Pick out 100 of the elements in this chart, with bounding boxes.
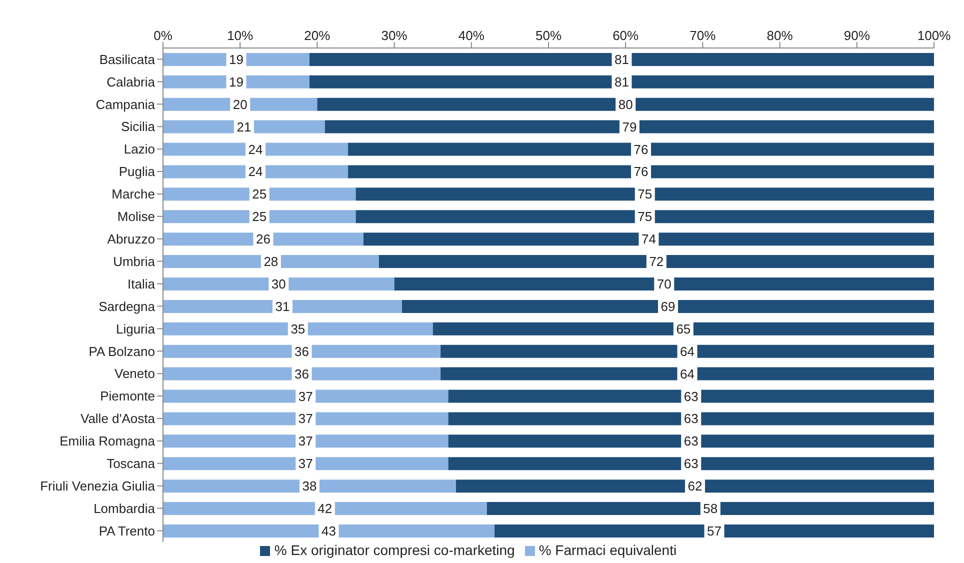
bar	[494, 524, 934, 538]
data-label: 63	[684, 411, 698, 426]
bar	[163, 300, 402, 313]
y-tick-label: PA Trento	[98, 523, 155, 538]
data-label: 31	[275, 298, 290, 314]
data-label: 26	[256, 232, 270, 247]
y-tick-label: Lazio	[124, 142, 155, 157]
data-label: 37	[298, 411, 313, 426]
y-tick-label: Veneto	[114, 366, 155, 382]
y-tick-label: Campania	[96, 96, 156, 112]
data-label: 38	[302, 478, 317, 494]
x-tick-label: 70%	[690, 28, 716, 43]
y-tick-label: Sardegna	[98, 298, 156, 314]
data-label: 24	[248, 142, 263, 157]
data-label: 28	[264, 254, 278, 270]
bar	[448, 390, 934, 403]
bar	[163, 412, 448, 426]
y-tick-label: Marche	[112, 186, 155, 202]
y-tick-label: Valle d'Aosta	[80, 411, 156, 426]
data-label: 25	[252, 209, 267, 224]
x-tick-label: 80%	[766, 28, 794, 43]
x-tick-label: 20%	[304, 28, 331, 43]
data-label: 72	[649, 254, 664, 270]
data-label: 65	[676, 321, 691, 336]
x-tick-label: 0%	[154, 28, 173, 43]
bar	[348, 165, 934, 178]
data-label: 36	[294, 366, 310, 382]
y-tick-label: Puglia	[118, 164, 156, 180]
legend-label: % Farmaci equivalenti	[538, 542, 677, 558]
bar	[163, 322, 433, 336]
data-label: 64	[680, 344, 695, 359]
bar	[317, 98, 934, 111]
bar	[163, 367, 441, 380]
bar	[448, 434, 934, 448]
legend-label: % Ex originator compresi co-marketing	[274, 542, 515, 558]
bar	[163, 434, 448, 448]
bar	[163, 232, 364, 246]
x-tick-label: 10%	[227, 28, 254, 43]
y-tick-label: PA Bolzano	[88, 344, 155, 359]
y-tick-label: Calabria	[106, 74, 156, 90]
data-label: 42	[318, 501, 332, 516]
bar	[163, 480, 456, 493]
bar	[163, 524, 495, 538]
x-tick-label: 90%	[844, 28, 870, 43]
data-label: 43	[322, 523, 336, 538]
x-tick-label: 40%	[458, 28, 485, 43]
data-label: 76	[634, 142, 648, 157]
data-label: 75	[638, 209, 652, 224]
data-label: 79	[622, 119, 637, 134]
y-tick-label: Toscana	[106, 456, 156, 472]
bar	[440, 367, 934, 380]
data-label: 58	[703, 501, 718, 516]
data-label: 74	[641, 232, 656, 247]
data-label: 24	[248, 164, 263, 180]
x-tick-label: 30%	[381, 28, 408, 43]
data-label: 30	[271, 276, 286, 292]
bar	[363, 232, 934, 246]
y-tick-label: Emilia Romagna	[60, 434, 156, 449]
data-label: 63	[684, 434, 698, 449]
data-label: 35	[290, 321, 306, 336]
y-tick-label: Piemonte	[100, 388, 155, 404]
x-tick-label: 60%	[612, 28, 640, 43]
bar	[163, 390, 448, 403]
bar	[448, 457, 934, 470]
data-label: 21	[236, 119, 252, 134]
bar	[448, 412, 934, 426]
bar	[356, 188, 934, 201]
bar	[163, 344, 441, 358]
bar	[456, 480, 934, 493]
bar	[163, 502, 487, 516]
y-tick-label: Sicilia	[121, 119, 156, 134]
bar	[309, 75, 934, 88]
data-label: 70	[656, 276, 672, 292]
data-label: 25	[252, 186, 267, 202]
bar	[402, 300, 934, 313]
data-label: 19	[229, 74, 244, 90]
bar	[486, 502, 934, 516]
data-label: 37	[298, 434, 313, 449]
data-label: 37	[298, 388, 313, 404]
y-tick-label: Liguria	[116, 321, 156, 336]
data-label: 62	[688, 478, 702, 494]
data-label: 76	[634, 164, 648, 180]
bar	[348, 142, 934, 156]
data-label: 63	[684, 456, 698, 472]
x-tick-label: 100%	[917, 28, 952, 43]
bar	[163, 457, 448, 470]
bar	[378, 255, 934, 268]
bar	[163, 277, 394, 290]
y-tick-label: Friuli Venezia Giulia	[40, 478, 156, 494]
data-label: 80	[618, 96, 633, 112]
y-tick-label: Basilicata	[99, 52, 156, 67]
data-label: 81	[614, 52, 629, 67]
data-label: 69	[660, 298, 676, 314]
data-label: 63	[684, 388, 698, 404]
bar	[394, 277, 934, 290]
y-tick-label: Italia	[128, 276, 156, 292]
x-tick-label: 50%	[535, 28, 562, 43]
data-label: 19	[229, 52, 244, 67]
data-label: 81	[614, 74, 629, 90]
bar	[356, 210, 934, 224]
